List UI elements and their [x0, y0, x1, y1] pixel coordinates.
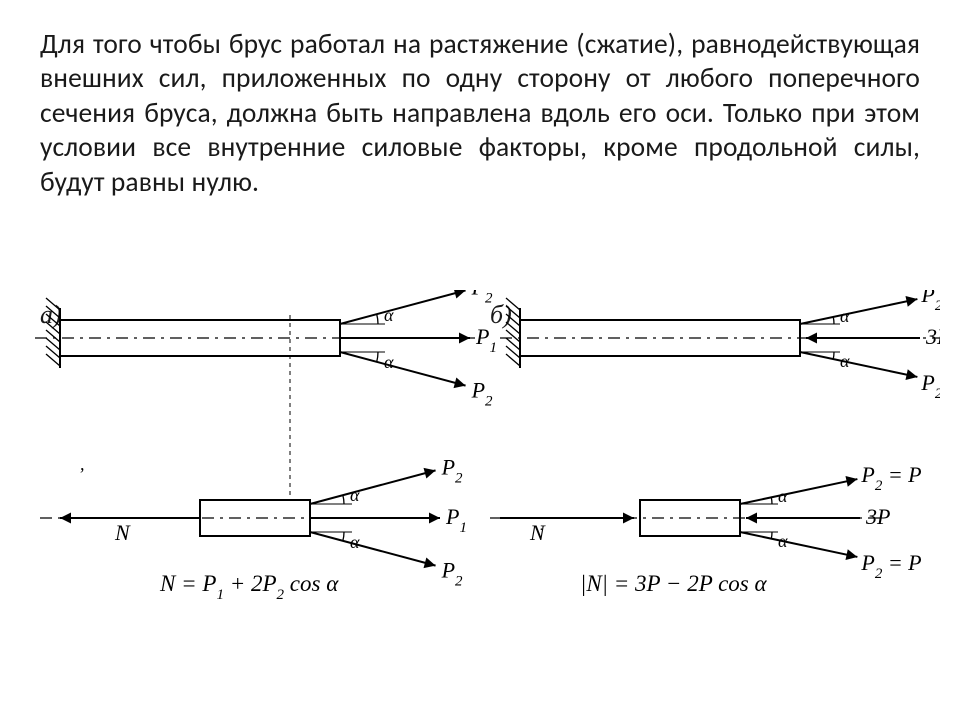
- svg-text:P2: P2: [471, 378, 493, 410]
- svg-text:.: .: [540, 519, 544, 534]
- svg-text:P2 = P: P2 = P: [860, 550, 921, 582]
- diagram-svg: α P2 P1 α P2 Nα P2 P1 α P2 N = P1 + 2P2 cos α α P2 =…: [20, 290, 940, 700]
- svg-text:P2: P2: [441, 558, 463, 590]
- svg-text:P2 = P: P2 = P: [860, 462, 921, 494]
- svg-text:α: α: [384, 352, 394, 372]
- svg-text:α: α: [840, 351, 850, 371]
- svg-text:N = P1 + 2P2 cos α: N = P1 + 2P2 cos α: [159, 571, 339, 603]
- svg-text:3P: 3P: [865, 504, 890, 529]
- svg-text:α: α: [350, 485, 360, 505]
- svg-text:3P: 3P: [925, 324, 940, 349]
- page: Для того чтобы брус работал на растяжени…: [0, 0, 960, 720]
- svg-text:P2: P2: [441, 454, 463, 486]
- diagrams: α P2 P1 α P2 Nα P2 P1 α P2 N = P1 + 2P2 cos α α P2 =…: [20, 290, 940, 700]
- svg-text:P2 = P: P2 = P: [920, 370, 940, 402]
- svg-text:,: ,: [80, 454, 85, 474]
- svg-text:α: α: [778, 531, 788, 551]
- svg-text:α: α: [778, 486, 788, 506]
- body-paragraph: Для того чтобы брус работал на растяжени…: [40, 28, 920, 200]
- svg-text:P2 = P: P2 = P: [920, 290, 940, 314]
- svg-text:P1: P1: [475, 324, 497, 356]
- svg-text:α: α: [350, 532, 360, 552]
- svg-text:|N| = 3P − 2P cos α: |N| = 3P − 2P cos α: [580, 571, 768, 596]
- svg-text:P2: P2: [471, 290, 493, 306]
- svg-text:N: N: [114, 520, 131, 545]
- svg-text:P1: P1: [445, 504, 467, 536]
- svg-text:α: α: [384, 305, 394, 325]
- svg-text:α: α: [840, 306, 850, 326]
